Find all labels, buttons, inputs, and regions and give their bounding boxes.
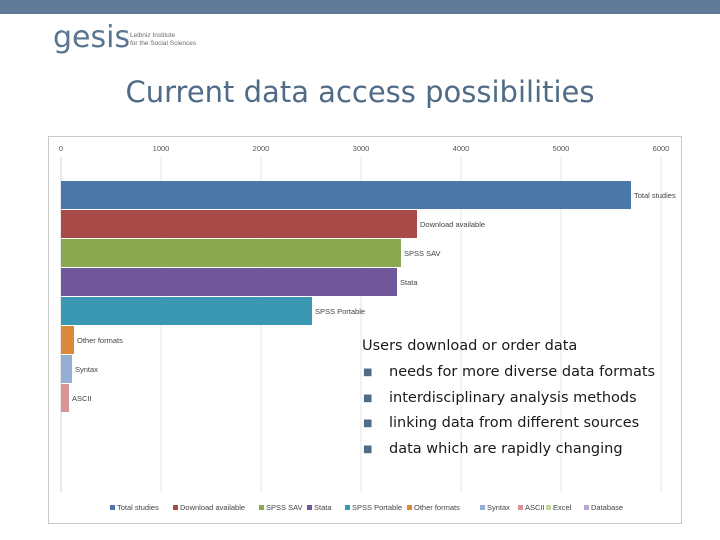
bar-spss-sav — [61, 239, 401, 267]
legend-swatch — [407, 505, 412, 510]
logo-subtitle: Leibniz Institute for the Social Science… — [130, 32, 220, 48]
chart-frame: 0 1000 2000 3000 4000 5000 6000 Total studies D… — [48, 136, 682, 524]
bar-stata — [61, 268, 397, 296]
legend-swatch — [345, 505, 350, 510]
bar-category-label: Stata — [400, 278, 418, 287]
bar-category-label: SPSS Portable — [315, 307, 365, 316]
bar-chart: 0 1000 2000 3000 4000 5000 6000 Total studies D… — [59, 144, 676, 512]
square-bullet-icon: ■ — [363, 366, 373, 378]
bar-spss-portable — [61, 297, 312, 325]
annotation-heading: Users download or order data — [362, 338, 578, 354]
logo-subtitle-line2: for the Social Sciences — [130, 40, 197, 47]
annotation-text-box: Users download or order data ■ needs for … — [362, 334, 672, 463]
bar-category-label: Syntax — [75, 365, 98, 374]
bar-download-available — [61, 210, 417, 238]
square-bullet-icon: ■ — [363, 392, 373, 404]
x-tick-label: 4000 — [453, 144, 470, 153]
bullet-text: interdisciplinary analysis methods — [389, 389, 637, 406]
legend-label: Syntax — [487, 503, 510, 512]
legend-label: Total studies — [117, 503, 159, 512]
bar-category-label: Other formats — [77, 336, 123, 345]
square-bullet-icon: ■ — [363, 444, 373, 456]
bullet-item: ■ interdisciplinary analysis methods — [362, 386, 672, 412]
legend-label: SPSS Portable — [352, 503, 402, 512]
bar-ascii — [61, 384, 69, 412]
legend-swatch — [480, 505, 485, 510]
x-tick-label: 3000 — [353, 144, 370, 153]
bar-category-label: SPSS SAV — [404, 249, 441, 258]
x-tick-label: 6000 — [653, 144, 670, 153]
bar-category-label: Total studies — [634, 191, 676, 200]
bar-category-label: Download available — [420, 220, 485, 229]
legend-swatch — [518, 505, 523, 510]
bullet-text: data which are rapidly changing — [389, 441, 623, 458]
legend-label: ASCII — [525, 503, 545, 512]
bullet-text: linking data from different sources — [389, 415, 640, 432]
bar-total-studies — [61, 181, 631, 209]
slide-title: Current data access possibilities — [125, 75, 595, 109]
bullet-text: needs for more diverse data formats — [389, 363, 656, 380]
square-bullet-icon: ■ — [363, 418, 373, 430]
logo-subtitle-line1: Leibniz Institute — [130, 32, 176, 39]
legend-label: Excel — [553, 503, 572, 512]
legend-swatch — [259, 505, 264, 510]
legend-swatch — [173, 505, 178, 510]
x-tick-label: 0 — [59, 144, 63, 153]
gesis-logo: gesis — [53, 20, 131, 55]
x-tick-label: 5000 — [553, 144, 570, 153]
x-tick-label: 2000 — [253, 144, 270, 153]
bar-category-label: ASCII — [72, 394, 92, 403]
legend-swatch — [110, 505, 115, 510]
bullet-item: ■ linking data from different sources — [362, 411, 672, 437]
legend-label: Other formats — [414, 503, 460, 512]
x-tick-label: 1000 — [153, 144, 170, 153]
bar-syntax — [61, 355, 72, 383]
legend-label: Database — [591, 503, 623, 512]
bullet-item: ■ needs for more diverse data formats — [362, 360, 672, 386]
annotation-bullet-list: ■ needs for more diverse data formats ■ in… — [362, 360, 672, 463]
legend-label: Stata — [314, 503, 332, 512]
legend-swatch — [584, 505, 589, 510]
legend-swatch — [546, 505, 551, 510]
legend-label: Download available — [180, 503, 245, 512]
legend-swatch — [307, 505, 312, 510]
bar-other-formats — [61, 326, 74, 354]
top-accent-bar — [0, 0, 720, 14]
legend-label: SPSS SAV — [266, 503, 303, 512]
bullet-item: ■ data which are rapidly changing — [362, 437, 672, 463]
